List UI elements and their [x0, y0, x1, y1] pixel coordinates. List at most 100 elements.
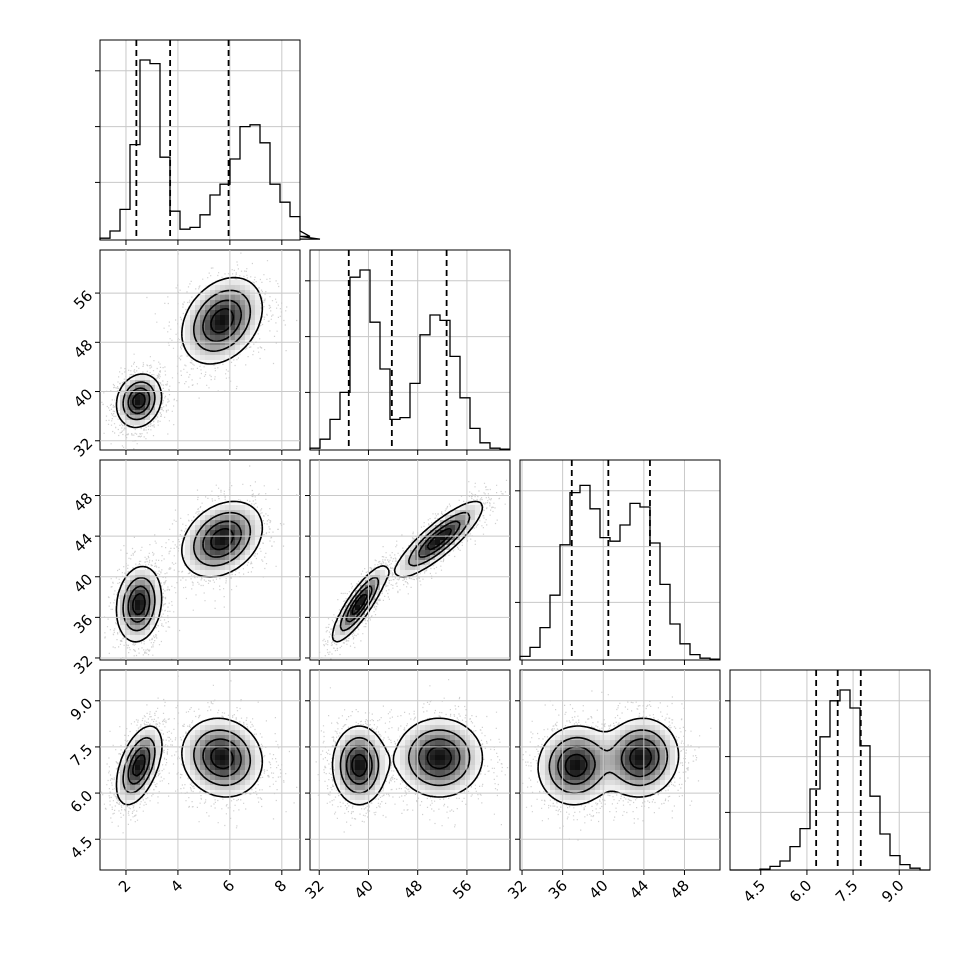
density-cell — [185, 560, 191, 566]
density-cell — [200, 535, 206, 541]
density-cell — [255, 755, 261, 761]
density-cell — [570, 780, 576, 786]
density-cell — [610, 780, 616, 786]
density-cell — [405, 770, 411, 776]
density-cell — [220, 785, 226, 791]
density-cell — [440, 780, 446, 786]
panel-frame — [519, 669, 721, 871]
density-cell — [245, 330, 251, 336]
density-cell — [190, 765, 196, 771]
density-cell — [590, 780, 596, 786]
density-cell — [350, 800, 356, 806]
density-cell — [145, 595, 151, 601]
density-cell — [565, 775, 571, 781]
density-cell — [200, 530, 206, 536]
density-cell — [190, 730, 196, 736]
density-cell — [205, 325, 211, 331]
density-cell — [195, 520, 201, 526]
density-cell — [460, 530, 466, 536]
density-cell — [185, 765, 191, 771]
density-cell — [140, 400, 146, 406]
density-cell — [405, 780, 411, 786]
density-cell — [335, 775, 341, 781]
density-cell — [370, 775, 376, 781]
density-cell — [665, 780, 671, 786]
density-cell — [365, 775, 371, 781]
density-cell — [465, 525, 471, 531]
density-cell — [660, 730, 666, 736]
density-cell — [460, 735, 466, 741]
density-cell — [420, 545, 426, 551]
density-cell — [155, 580, 161, 586]
density-cell — [130, 625, 136, 631]
density-cell — [125, 630, 131, 636]
density-cell — [205, 555, 211, 561]
density-cell — [190, 745, 196, 751]
density-cell — [630, 725, 636, 731]
density-cell — [205, 300, 211, 306]
density-cell — [470, 735, 476, 741]
density-cell — [630, 720, 636, 726]
density-cell — [140, 740, 146, 746]
density-cell — [465, 505, 471, 511]
density-cell — [590, 750, 596, 756]
density-cell — [650, 770, 656, 776]
density-cell — [155, 750, 161, 756]
contour-line — [331, 717, 484, 806]
density-cell — [545, 770, 551, 776]
density-cell — [660, 765, 666, 771]
density-cell — [190, 735, 196, 741]
density-cell — [580, 750, 586, 756]
density-cell — [220, 720, 226, 726]
density-cell — [135, 635, 141, 641]
density-cell — [565, 795, 571, 801]
density-cell — [360, 740, 366, 746]
contour-line — [564, 746, 652, 778]
density-cell — [470, 770, 476, 776]
density-cell — [135, 610, 141, 616]
density-cell — [345, 775, 351, 781]
density-cell — [130, 610, 136, 616]
histogram-bars — [99, 59, 321, 240]
density-cell — [150, 605, 156, 611]
density-cell — [220, 775, 226, 781]
density-cell — [225, 750, 231, 756]
density-cell — [365, 590, 371, 596]
density-cell — [190, 550, 196, 556]
density-cell — [230, 280, 236, 286]
density-cell — [225, 285, 231, 291]
density-cell — [570, 725, 576, 731]
density-cell — [150, 730, 156, 736]
density-cell — [220, 305, 226, 311]
density-cell — [250, 320, 256, 326]
density-cell — [550, 765, 556, 771]
density-cell — [365, 730, 371, 736]
density-cell — [380, 775, 386, 781]
density-cell — [545, 785, 551, 791]
density-cell — [250, 515, 256, 521]
x-tick-label: 44 — [626, 876, 652, 902]
density-cell — [670, 755, 676, 761]
density-cell — [200, 570, 206, 576]
density-cell — [210, 300, 216, 306]
density-cell — [465, 515, 471, 521]
density-cell — [125, 795, 131, 801]
density-cell — [450, 735, 456, 741]
density-cell — [640, 750, 646, 756]
density-cell — [135, 420, 141, 426]
density-cell — [205, 345, 211, 351]
density-cell — [380, 755, 386, 761]
density-cell — [195, 570, 201, 576]
density-cell — [340, 765, 346, 771]
density-cell — [125, 380, 131, 386]
density-cell — [450, 515, 456, 521]
density-cell — [570, 770, 576, 776]
density-cell — [220, 560, 226, 566]
density-cell — [150, 750, 156, 756]
density-cell — [625, 760, 631, 766]
density-cell — [355, 585, 361, 591]
y-tick-label: 9.0 — [67, 694, 97, 724]
density-cell — [365, 760, 371, 766]
density-cell — [650, 725, 656, 731]
density-cell — [350, 740, 356, 746]
